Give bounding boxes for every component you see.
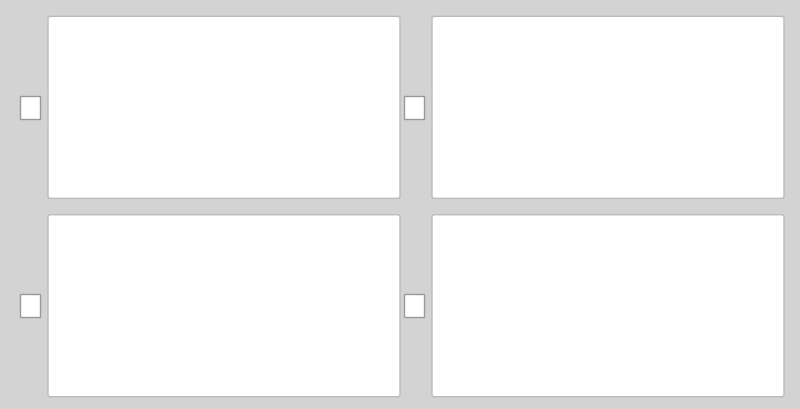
Text: 6: 6: [137, 136, 145, 150]
Text: 3: 3: [177, 51, 185, 65]
Text: 0: 0: [97, 288, 105, 303]
Text: 2: 2: [561, 313, 569, 327]
Text: 0: 0: [97, 175, 105, 189]
Text: 1: 1: [720, 373, 730, 387]
Text: 6: 6: [257, 334, 265, 348]
Text: 6: 6: [561, 136, 569, 150]
Text: 1: 1: [336, 175, 346, 189]
Text: 1: 1: [336, 90, 346, 104]
Text: 1: 1: [720, 90, 730, 104]
Text: 3: 3: [561, 51, 569, 65]
Text: 1: 1: [176, 29, 186, 44]
Text: 1: 1: [336, 288, 346, 303]
Text: 3: 3: [177, 249, 185, 263]
Text: 1: 1: [720, 175, 730, 189]
Text: 1: 1: [136, 115, 146, 128]
Text: 0: 0: [97, 90, 105, 104]
Text: 0: 0: [97, 373, 105, 387]
Text: 2: 2: [561, 115, 569, 128]
Text: 6: 6: [561, 334, 569, 348]
Text: 1: 1: [336, 373, 346, 387]
Text: 1: 1: [176, 228, 186, 242]
Text: 0: 0: [481, 373, 489, 387]
Text: 2: 2: [641, 228, 649, 242]
Text: 1: 1: [720, 288, 730, 303]
Text: 3: 3: [641, 249, 649, 263]
Text: 0: 0: [481, 90, 489, 104]
Text: 4: 4: [256, 313, 266, 327]
Text: 0: 0: [481, 175, 489, 189]
Text: 1: 1: [560, 29, 570, 44]
Text: 0: 0: [481, 288, 489, 303]
